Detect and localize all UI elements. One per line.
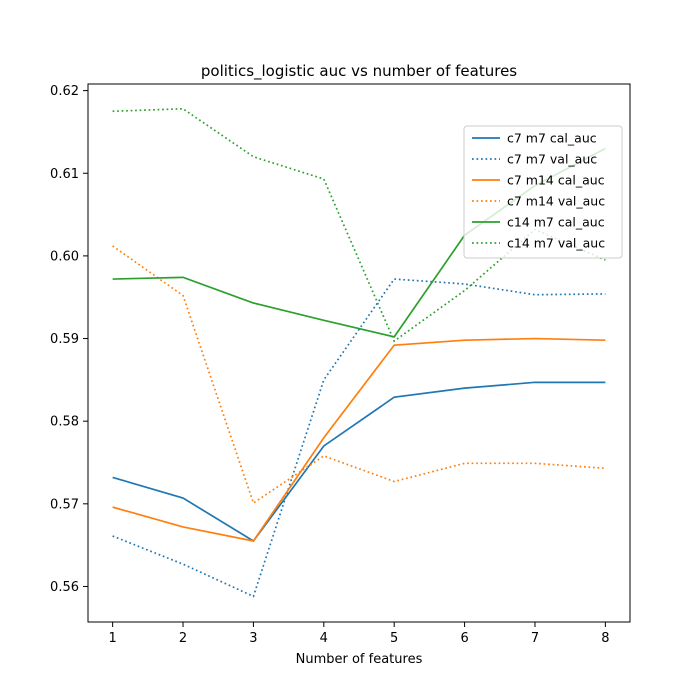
y-axis: 0.56 0.57 0.58 0.59 0.60 0.61 0.62 [50, 84, 88, 595]
x-tick-label: 3 [249, 631, 257, 646]
y-tick-label: 0.62 [50, 84, 79, 99]
series-line-c7-m7-cal-auc [112, 381, 606, 543]
y-tick-label: 0.59 [50, 332, 79, 347]
axes-frame [87, 83, 631, 623]
y-tick-label: 0.56 [50, 580, 79, 595]
legend-label: c7 m14 cal_auc [507, 173, 605, 188]
y-tick-label: 0.58 [50, 415, 79, 430]
x-tick-label: 2 [179, 631, 187, 646]
x-tick-label: 5 [390, 631, 398, 646]
legend-label: c14 m7 cal_auc [507, 215, 605, 230]
y-tick-label: 0.57 [50, 497, 79, 512]
series-line-c7-m14-cal-auc [112, 337, 606, 542]
legend-label: c7 m7 cal_auc [507, 131, 597, 146]
legend-label: c7 m7 val_auc [507, 152, 597, 167]
chart-title: politics_logistic auc vs number of featu… [201, 62, 517, 81]
legend: c7 m7 cal_auc c7 m7 val_auc c7 m14 cal_auc… [463, 125, 623, 259]
legend-label: c14 m7 val_auc [507, 236, 605, 251]
x-axis-label: Number of features [296, 652, 423, 667]
x-tick-label: 7 [531, 631, 539, 646]
y-tick-label: 0.60 [50, 249, 79, 264]
y-tick-label: 0.61 [50, 167, 79, 182]
x-tick-label: 6 [460, 631, 468, 646]
x-tick-label: 1 [108, 631, 116, 646]
x-tick-label: 4 [320, 631, 328, 646]
series-line-c7-m14-val-auc [112, 245, 606, 505]
x-tick-label: 8 [601, 631, 609, 646]
legend-box [463, 125, 623, 259]
legend-label: c7 m14 val_auc [507, 194, 605, 209]
x-axis: 1 2 3 4 5 6 7 8 [108, 622, 610, 646]
